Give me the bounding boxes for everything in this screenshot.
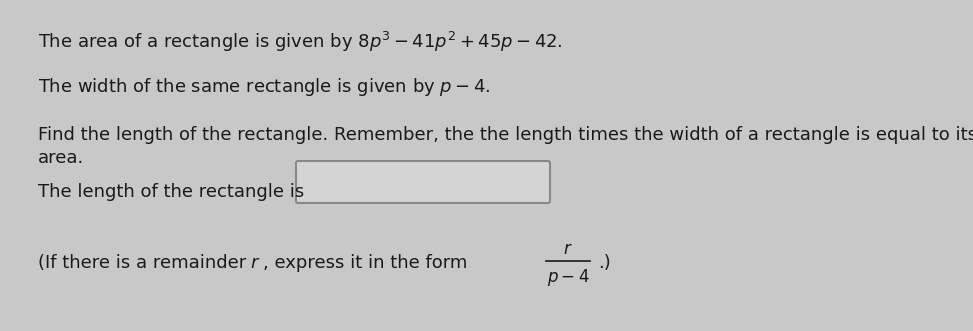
Text: $r$: $r$ [250,254,261,272]
Text: , express it in the form: , express it in the form [263,254,467,272]
Text: Find the length of the rectangle. Remember, the the length times the width of a : Find the length of the rectangle. Rememb… [38,126,973,144]
Text: $p-4$: $p-4$ [547,266,590,288]
Text: The width of the same rectangle is given by $p - 4.$: The width of the same rectangle is given… [38,76,490,98]
Text: .): .) [598,254,611,272]
Text: $r$: $r$ [563,240,573,258]
Text: area.: area. [38,149,85,167]
FancyBboxPatch shape [296,161,550,203]
Text: (If there is a remainder: (If there is a remainder [38,254,252,272]
Text: The area of a rectangle is given by $8p^3 - 41p^2 + 45p - 42.$: The area of a rectangle is given by $8p^… [38,30,562,54]
Text: The length of the rectangle is: The length of the rectangle is [38,183,305,201]
